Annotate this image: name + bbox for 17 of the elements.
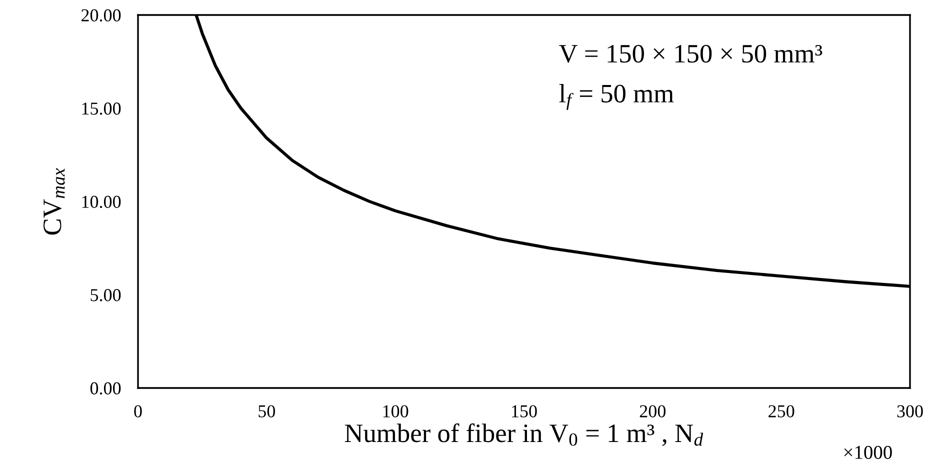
- annotation: V = 150 × 150 × 50 mm³: [559, 44, 822, 63]
- y-tick-label: 15.00: [82, 102, 121, 115]
- x-tick-label: 50: [258, 405, 276, 418]
- x-tick-label: 0: [134, 405, 142, 418]
- x-tick-label: 100: [383, 405, 408, 418]
- y-tick-label: 0.00: [90, 382, 121, 395]
- y-axis-title: CV$_{max}$: [44, 168, 65, 235]
- x-tick-label: 250: [768, 405, 794, 418]
- y-tick-label: 20.00: [82, 9, 121, 22]
- annotation: l$_{f}$ = 50 mm: [559, 84, 674, 110]
- x-tick-label: 150: [512, 405, 537, 418]
- x-tick-label: 200: [640, 405, 666, 418]
- x-axis-title: Number of fiber in V$_{0}$ = 1 m³ , N$_{d}$: [344, 423, 704, 446]
- x-tick-label: 300: [897, 405, 923, 418]
- y-tick-label: 10.00: [82, 196, 121, 208]
- y-tick-label: 5.00: [90, 289, 121, 302]
- text: ×1000: [844, 446, 892, 459]
